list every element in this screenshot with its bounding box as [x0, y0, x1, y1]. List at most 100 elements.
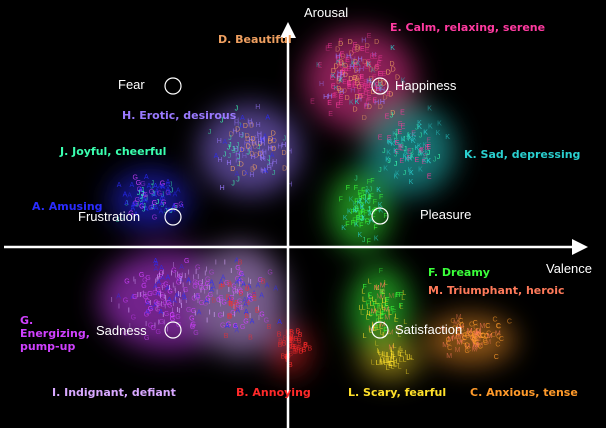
scatter-letter-mark: I [180, 300, 182, 307]
scatter-letter-mark: G [152, 290, 157, 297]
scatter-letter-mark: I [194, 310, 196, 317]
scatter-letter-mark: E [318, 62, 323, 69]
emotion-label-sadness: Sadness [96, 324, 147, 337]
scatter-letter-mark: I [173, 301, 175, 308]
scatter-letter-mark: A [124, 200, 129, 207]
scatter-letter-mark: J [354, 176, 358, 183]
scatter-letter-mark: I [171, 271, 173, 278]
scatter-letter-mark: L [400, 352, 404, 359]
scatter-letter-mark: K [428, 124, 433, 131]
scatter-letter-mark: I [182, 283, 184, 290]
scatter-letter-mark: E [360, 46, 365, 53]
scatter-letter-mark: K [437, 120, 442, 127]
scatter-letter-mark: G [132, 294, 137, 301]
emotion-label-happiness: Happiness [395, 79, 456, 92]
cluster-label-e: E. Calm, relaxing, serene [390, 21, 545, 34]
scatter-letter-mark: A [159, 208, 164, 215]
scatter-letter-mark: E [421, 159, 426, 166]
cluster-label-b: B. Annoying [236, 386, 311, 399]
scatter-letter-mark: G [178, 202, 183, 209]
scatter-letter-mark: I [159, 273, 161, 280]
scatter-letter-mark: K [374, 235, 379, 242]
scatter-letter-mark: J [170, 188, 174, 195]
scatter-letter-mark: J [394, 161, 398, 168]
scatter-letter-mark: L [366, 315, 370, 322]
scatter-letter-mark: H [220, 185, 225, 192]
emotion-label-satisfaction: Satisfaction [395, 323, 462, 336]
scatter-letter-mark: E [367, 63, 372, 70]
scatter-letter-mark: A [259, 293, 264, 300]
scatter-letter-mark: F [379, 268, 383, 275]
scatter-letter-mark: H [258, 139, 263, 146]
cluster-label-j: J. Joyful, cheerful [60, 145, 166, 158]
scatter-letter-mark: L [379, 357, 383, 364]
scatter-letter-mark: G [143, 192, 148, 199]
scatter-letter-mark: J [382, 148, 386, 155]
cluster-label-c: C. Anxious, tense [470, 386, 578, 399]
scatter-letter-mark: K [361, 215, 366, 222]
scatter-letter-mark: M [475, 329, 481, 336]
scatter-letter-mark: K [436, 130, 441, 137]
scatter-letter-mark: H [268, 161, 273, 168]
scatter-letter-mark: J [247, 150, 251, 157]
scatter-letter-mark: G [123, 298, 128, 305]
scatter-letter-mark: I [230, 268, 232, 275]
scatter-letter-mark: I [209, 310, 211, 317]
scatter-letter-mark: F [354, 185, 358, 192]
scatter-letter-mark: I [163, 320, 165, 327]
scatter-letter-mark: G [124, 278, 129, 285]
scatter-letter-mark: D [334, 63, 339, 70]
scatter-letter-mark: I [204, 289, 206, 296]
scatter-letter-mark: I [177, 271, 179, 278]
scatter-letter-mark: A [265, 114, 270, 121]
scatter-letter-mark: J [283, 135, 287, 142]
scatter-letter-mark: J [231, 180, 235, 187]
x-axis-arrow-icon [572, 239, 588, 255]
scatter-letter-mark: J [419, 133, 423, 140]
scatter-letter-mark: D [336, 86, 341, 93]
scatter-letter-mark: D [230, 166, 235, 173]
scatter-letter-mark: E [367, 95, 372, 102]
scatter-letter-mark: K [445, 134, 450, 141]
scatter-letter-mark: H [259, 148, 264, 155]
scatter-letter-mark: A [223, 139, 228, 146]
scatter-letter-mark: A [159, 309, 164, 316]
scatter-letter-mark: H [251, 154, 256, 161]
scatter-letter-mark: A [116, 294, 121, 301]
scatter-letter-mark: I [165, 295, 167, 302]
scatter-letter-mark: L [371, 359, 375, 366]
scatter-letter-mark: J [152, 191, 156, 198]
scatter-letter-mark: A [277, 319, 282, 326]
emotion-label-fear: Fear [118, 78, 145, 91]
scatter-letter-mark: L [368, 278, 372, 285]
scatter-letter-mark: G [233, 323, 238, 330]
scatter-letter-mark: E [395, 140, 400, 147]
scatter-letter-mark: G [259, 312, 264, 319]
scatter-letter-mark: A [176, 187, 181, 194]
scatter-letter-mark: F [392, 309, 396, 316]
scatter-letter-mark: E [398, 121, 403, 128]
scatter-letter-mark: D [338, 41, 343, 48]
scatter-letter-mark: A [235, 307, 240, 314]
scatter-letter-mark: A [273, 285, 278, 292]
scatter-letter-mark: G [160, 283, 165, 290]
scatter-letter-mark: G [240, 324, 245, 331]
scatter-letter-mark: G [145, 299, 150, 306]
scatter-letter-mark: G [205, 277, 210, 284]
scatter-letter-mark: K [411, 138, 416, 145]
scatter-letter-mark: I [128, 307, 130, 314]
scatter-letter-mark: K [376, 187, 381, 194]
scatter-letter-mark: D [282, 150, 287, 157]
scatter-letter-mark: E [325, 46, 330, 53]
scatter-letter-mark: K [378, 81, 383, 88]
scatter-letter-mark: A [265, 282, 270, 289]
scatter-letter-mark: F [373, 199, 377, 206]
scatter-letter-mark: B [228, 313, 233, 320]
scatter-letter-mark: B [239, 291, 244, 298]
scatter-letter-mark: G [238, 279, 243, 286]
scatter-letter-mark: L [375, 340, 379, 347]
scatter-letter-mark: E [386, 91, 391, 98]
scatter-letter-mark: M [477, 342, 483, 349]
scatter-letter-mark: G [224, 280, 229, 287]
scatter-letter-mark: B [245, 285, 250, 292]
